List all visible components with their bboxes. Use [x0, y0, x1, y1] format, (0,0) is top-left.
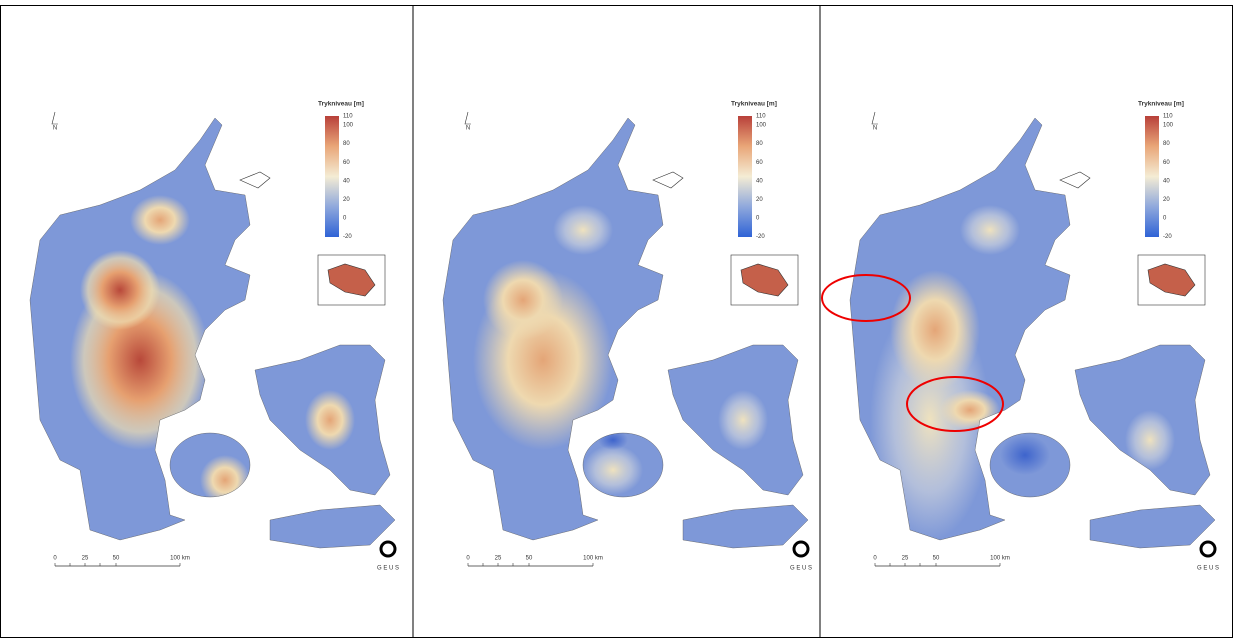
elevation-area	[718, 390, 768, 450]
logo-mark	[379, 540, 397, 558]
coastline	[682, 504, 809, 549]
coastline	[989, 432, 1071, 498]
logo-mark	[792, 540, 810, 558]
bornholm	[1147, 263, 1196, 297]
elevation-area	[890, 270, 980, 390]
north-label: N	[873, 126, 877, 132]
legend-title: Trykniveau [m]	[1138, 101, 1184, 108]
legend-tick-label: 110	[1163, 113, 1173, 119]
color-bar	[325, 116, 339, 237]
inset-frame	[317, 254, 386, 306]
legend-tick-label: 20	[1163, 197, 1170, 203]
legend-tick-label: 20	[343, 197, 350, 203]
island	[239, 171, 271, 189]
color-bar	[738, 116, 752, 237]
legend-tick-label: 80	[343, 141, 350, 147]
coastline	[849, 117, 1071, 541]
elevation-area	[940, 390, 1000, 430]
north-label: N	[53, 126, 57, 132]
legend-tick-label: 100	[343, 123, 354, 129]
coastline	[1074, 344, 1211, 496]
elevation-area	[483, 260, 563, 340]
scale-label: 0	[873, 556, 877, 562]
north-arrow	[51, 111, 58, 125]
scale-label: 50	[113, 556, 120, 562]
legend-title: Trykniveau [m]	[731, 101, 777, 108]
legend-tick-label: 100	[756, 123, 767, 129]
legend-tick-label: 40	[343, 178, 350, 184]
coastline	[29, 117, 251, 541]
legend-tick-label: 80	[756, 141, 763, 147]
island	[1059, 171, 1091, 189]
elevation-area	[1000, 435, 1050, 475]
coastline	[667, 344, 804, 496]
legend-tick-label: 20	[756, 197, 763, 203]
coastline	[442, 117, 664, 541]
map-panel: N Trykniveau [m] 110 100 80 60 40 20 0 -20 0 25 50 10…	[821, 101, 1219, 572]
scale-label: 100 km	[170, 556, 190, 562]
island	[652, 171, 684, 189]
scale-label: 25	[902, 556, 909, 562]
highlight-circle	[906, 376, 1004, 432]
legend-tick-label: 100	[1163, 123, 1174, 129]
logo-mark	[1199, 540, 1217, 558]
bornholm	[740, 263, 789, 297]
legend-tick-label: 110	[756, 113, 766, 119]
legend-tick-label: 60	[343, 160, 350, 166]
inset-frame	[730, 254, 799, 306]
scale-label: 50	[526, 556, 533, 562]
scale-label: 100 km	[990, 556, 1010, 562]
elevation-area	[200, 455, 250, 505]
scale-label: 25	[495, 556, 502, 562]
logo-text: G E U S	[377, 566, 399, 572]
highlight-circle	[821, 274, 911, 322]
legend-tick-label: 40	[1163, 178, 1170, 184]
elevation-area	[80, 250, 160, 330]
color-bar	[1145, 116, 1159, 237]
logo-text: G E U S	[1197, 566, 1219, 572]
legend-tick-label: 60	[756, 160, 763, 166]
inset-frame	[1137, 254, 1206, 306]
map-panel: N Trykniveau [m] 110 100 80 60 40 20 0 -20 0 25 50 10…	[29, 101, 399, 572]
elevation-area	[960, 205, 1020, 255]
legend-tick-label: -20	[1163, 234, 1172, 240]
coastline	[582, 432, 664, 498]
scale-label: 25	[82, 556, 89, 562]
scale-label: 0	[53, 556, 57, 562]
coastline	[1089, 504, 1216, 549]
legend-tick-label: 80	[1163, 141, 1170, 147]
elevation-area	[130, 195, 190, 245]
legend-tick-label: 110	[343, 113, 353, 119]
coastline	[269, 504, 396, 549]
legend-tick-label: 40	[756, 178, 763, 184]
scale-label: 0	[466, 556, 470, 562]
legend-tick-label: 60	[1163, 160, 1170, 166]
north-arrow	[464, 111, 471, 125]
legend-tick-label: -20	[756, 234, 765, 240]
legend-tick-label: 0	[756, 216, 760, 222]
elevation-area	[583, 445, 643, 495]
bornholm	[327, 263, 376, 297]
elevation-area	[553, 205, 613, 255]
elevation-area	[305, 390, 355, 450]
legend-tick-label: -20	[343, 234, 352, 240]
scale-label: 100 km	[583, 556, 603, 562]
legend-title: Trykniveau [m]	[318, 101, 364, 108]
legend-tick-label: 0	[343, 216, 347, 222]
scale-label: 50	[933, 556, 940, 562]
coastline	[169, 432, 251, 498]
north-arrow	[871, 111, 878, 125]
coastline	[254, 344, 391, 496]
north-label: N	[466, 126, 470, 132]
map-panel: N Trykniveau [m] 110 100 80 60 40 20 0 -20 0 25 50 10…	[442, 101, 812, 572]
logo-text: G E U S	[790, 566, 812, 572]
elevation-area	[1125, 410, 1175, 470]
legend-tick-label: 0	[1163, 216, 1167, 222]
